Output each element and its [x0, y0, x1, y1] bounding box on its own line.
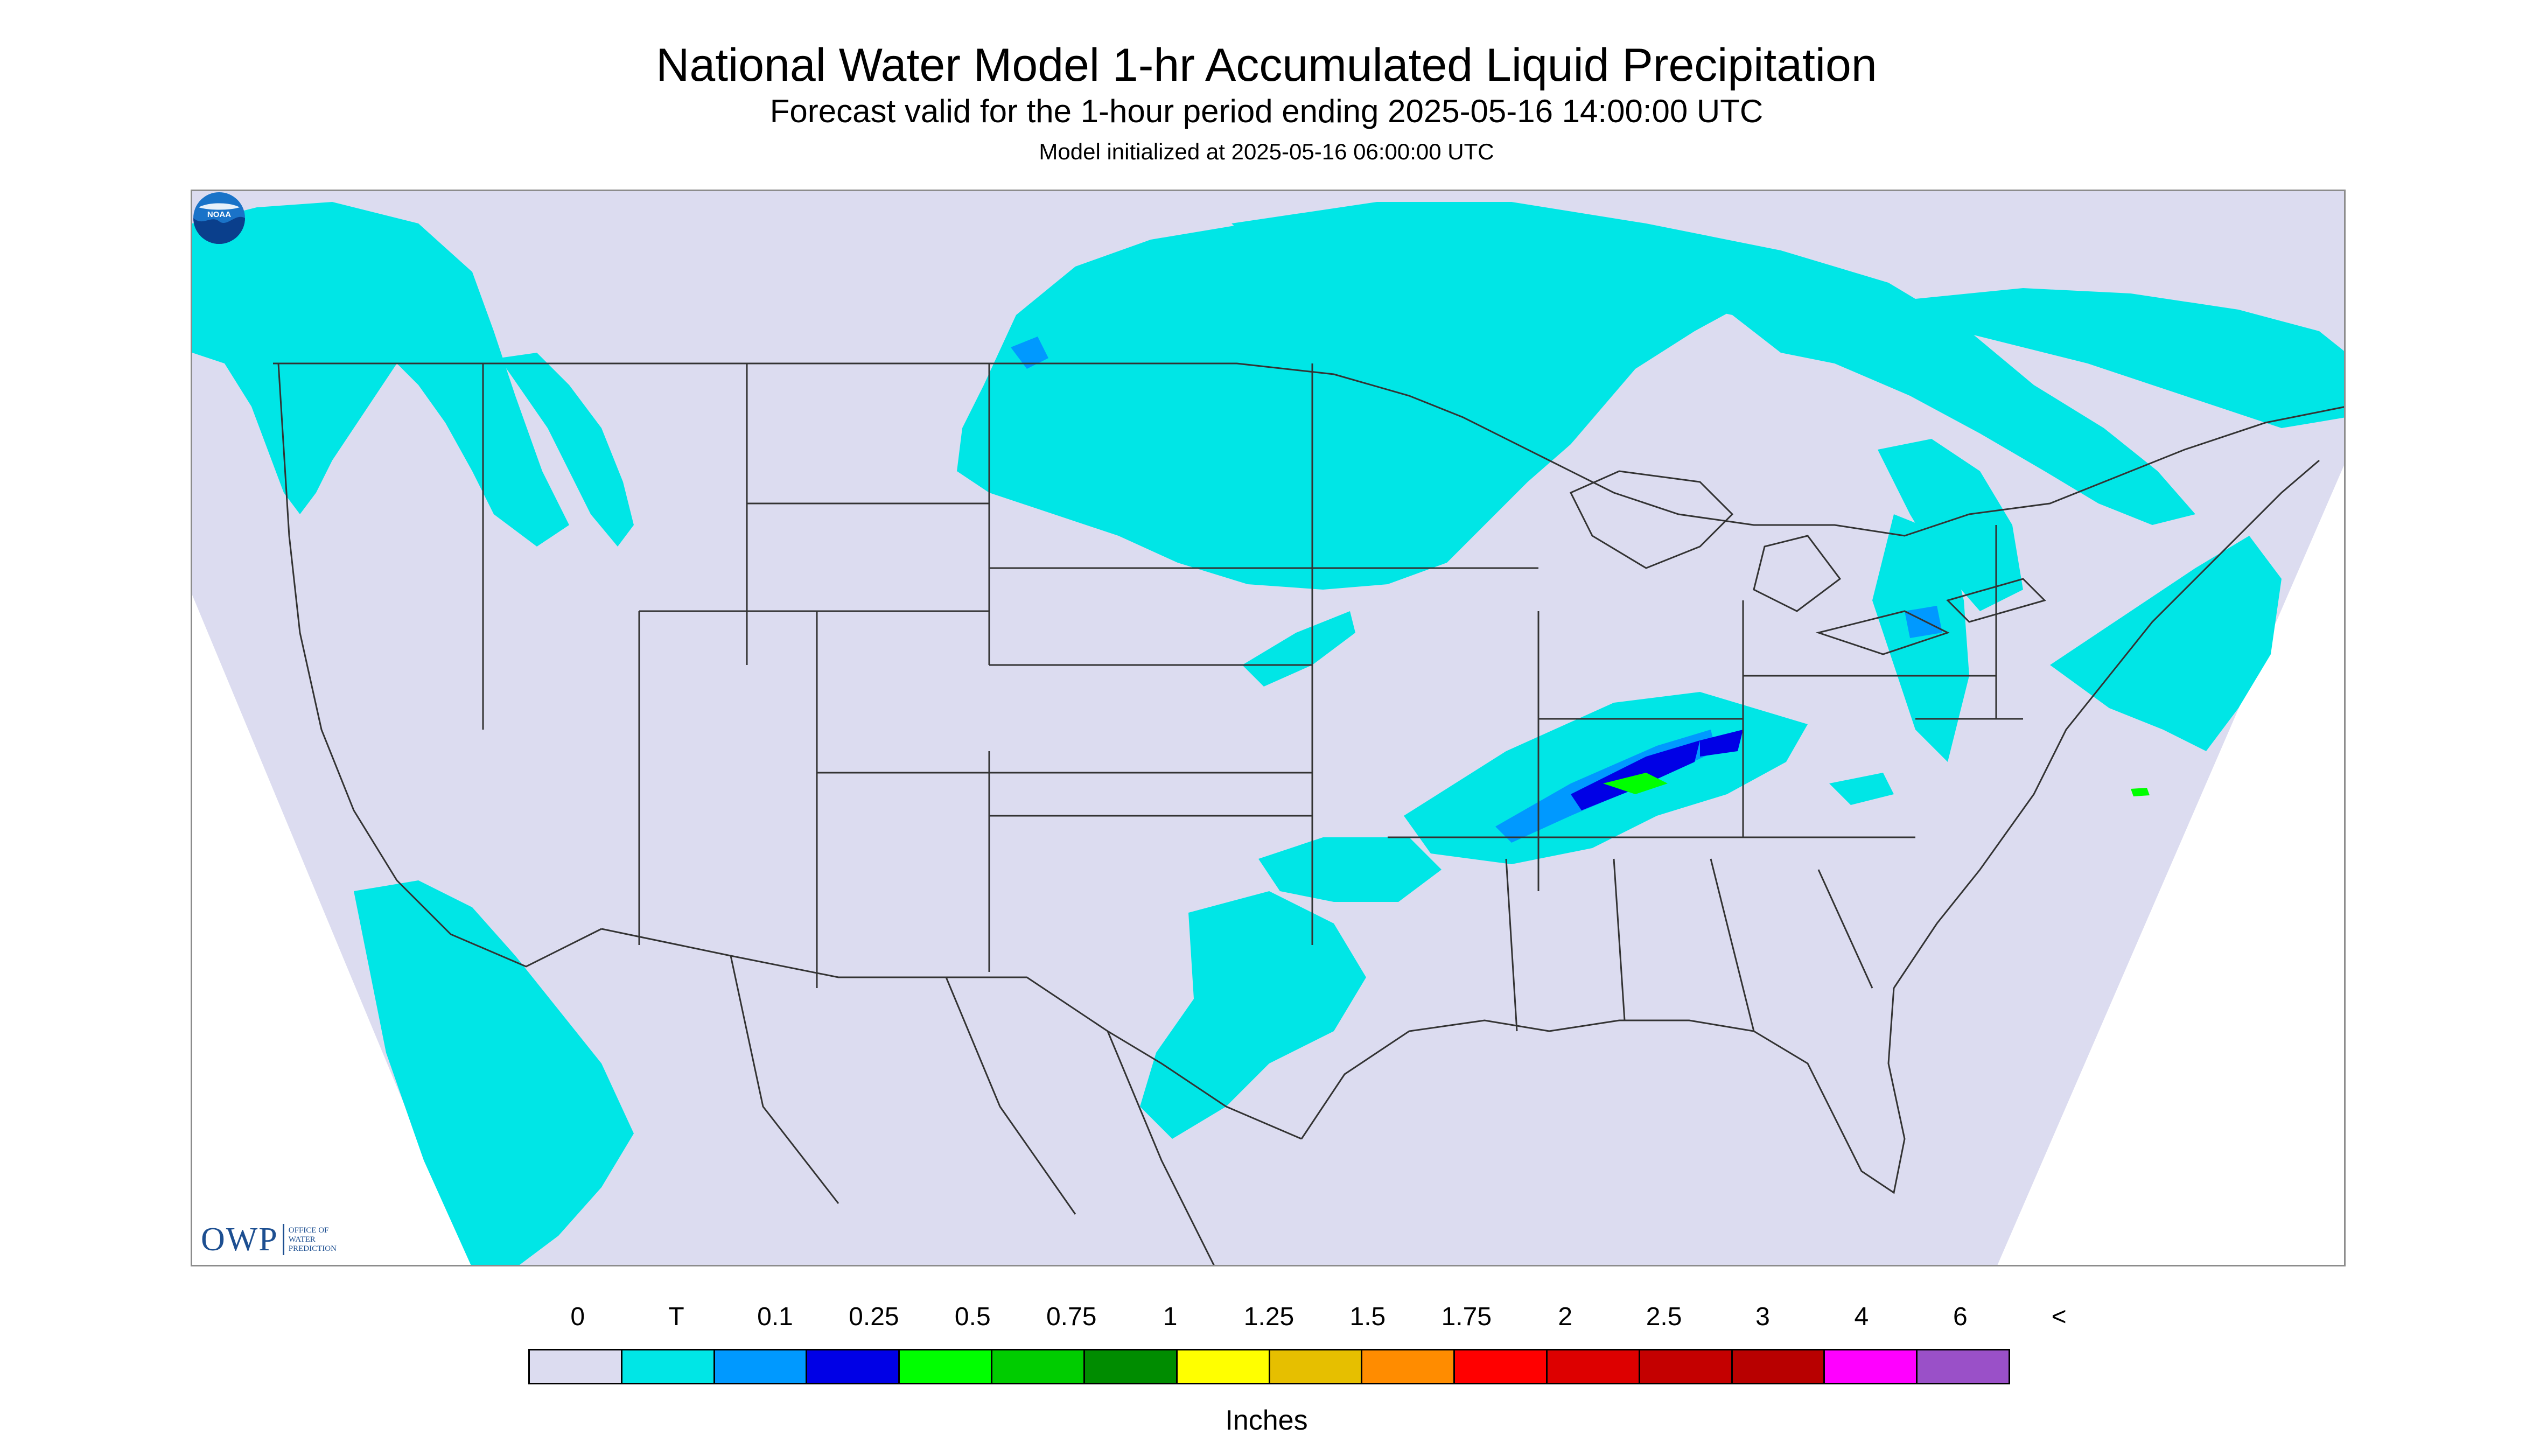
- owp-line-2: WATER: [288, 1235, 316, 1244]
- owp-line-3: PREDICTION: [288, 1244, 337, 1253]
- legend-colorbar: [528, 1349, 2010, 1384]
- kentucky-heavy-core: [1603, 773, 1668, 794]
- legend-swatch: [1362, 1350, 1456, 1383]
- iowa-streak: [1242, 611, 1355, 687]
- legend-swatch: [1084, 1350, 1178, 1383]
- legend-label: 1.25: [1243, 1303, 1295, 1331]
- legend-swatch: [530, 1350, 622, 1383]
- legend-label: 6: [1953, 1303, 1968, 1331]
- legend-swatch: [1825, 1350, 1918, 1383]
- owp-logo-divider: [282, 1224, 284, 1255]
- noaa-logo-text: NOAA: [207, 210, 231, 219]
- legend-swatch: [1732, 1350, 1825, 1383]
- map-title: National Water Model 1-hr Accumulated Li…: [656, 39, 1877, 91]
- us-east-coast: [1893, 459, 2320, 989]
- legend-label: <: [2051, 1303, 2067, 1331]
- central-plains-comma: [957, 213, 1754, 590]
- heavy-rain-areas: [1603, 773, 2150, 796]
- state-lines-north: [482, 363, 1313, 988]
- legend-label: 0.1: [757, 1303, 793, 1331]
- legend-swatch: [1547, 1350, 1640, 1383]
- legend-label: 3: [1755, 1303, 1770, 1331]
- great-lakes-band: [1878, 439, 2023, 611]
- ohio-moderate-core: [1700, 730, 1743, 757]
- legend-swatch: [900, 1350, 993, 1383]
- owp-logo: OWP OFFICE OF WATER PREDICTION: [201, 1221, 337, 1258]
- atlantic-heavy-core: [2131, 788, 2150, 796]
- legend-label: 4: [1854, 1303, 1869, 1331]
- legend-label: 1.5: [1349, 1303, 1386, 1331]
- pacific-northwest-precip: [192, 202, 569, 547]
- map-canvas: [192, 191, 2344, 1265]
- owp-line-1: OFFICE OF: [288, 1226, 329, 1235]
- legend-swatch: [1640, 1350, 1733, 1383]
- idaho-montana-band: [499, 353, 634, 547]
- carolina-streak: [1829, 773, 1894, 805]
- us-west-coast: [277, 363, 602, 968]
- map-subtitle: Forecast valid for the 1-hour period end…: [769, 93, 1764, 129]
- legend-swatch: [1918, 1350, 2009, 1383]
- dakota-light-core: [1011, 337, 1048, 369]
- legend-labels: 0 T 0.1 0.25 0.5 0.75 1 1.25 1.5 1.75 2 2.5 3 4 6 <: [0, 1302, 2533, 1334]
- legend-swatch: [1455, 1350, 1548, 1383]
- legend-label: 0.25: [849, 1303, 899, 1331]
- legend-swatch: [622, 1350, 715, 1383]
- model-init-line: Model initialized at 2025-05-16 06:00:00…: [1039, 139, 1494, 164]
- legend-swatch: [715, 1350, 808, 1383]
- legend-label: 2: [1558, 1303, 1573, 1331]
- legend-label: 0: [570, 1303, 585, 1331]
- owp-logo-text: OFFICE OF WATER PREDICTION: [289, 1226, 337, 1254]
- political-boundaries: [273, 362, 2344, 1265]
- mexico-lines: [730, 955, 1215, 1265]
- pacific-offshore-precip: [354, 880, 634, 1265]
- canada-northern-band: [1231, 202, 2195, 525]
- legend-label: 1.75: [1441, 1303, 1492, 1331]
- legend-label: 0.5: [954, 1303, 991, 1331]
- canada-us-border: [273, 362, 2344, 537]
- legend-swatch: [992, 1350, 1085, 1383]
- atlantic-coast-precip: [2050, 536, 2282, 751]
- legend-swatch: [1270, 1350, 1363, 1383]
- noaa-logo-icon: NOAA: [193, 192, 245, 244]
- owp-logo-mark: OWP: [201, 1221, 278, 1258]
- quebec-northeast-band: [1915, 288, 2344, 428]
- southern-plains-streak: [1258, 837, 1442, 902]
- appalachian-band: [1872, 514, 1969, 762]
- legend-label: T: [668, 1303, 684, 1331]
- texas-gulf-band: [1140, 891, 1366, 1139]
- us-mexico-border: [601, 928, 1302, 1140]
- model-domain: [192, 191, 2344, 1265]
- legend-label: 1: [1163, 1303, 1178, 1331]
- pennsylvania-light-core: [1905, 606, 1942, 638]
- legend-label: 2.5: [1646, 1303, 1682, 1331]
- legend-units: Inches: [1225, 1405, 1308, 1436]
- legend-swatch: [1177, 1350, 1270, 1383]
- state-lines-east: [1312, 525, 2023, 1032]
- legend-swatch: [807, 1350, 900, 1383]
- great-lakes-outline: [1569, 470, 2046, 655]
- precipitation-map: OWP OFFICE OF WATER PREDICTION NOAA: [191, 190, 2346, 1266]
- legend-label: 0.75: [1046, 1303, 1097, 1331]
